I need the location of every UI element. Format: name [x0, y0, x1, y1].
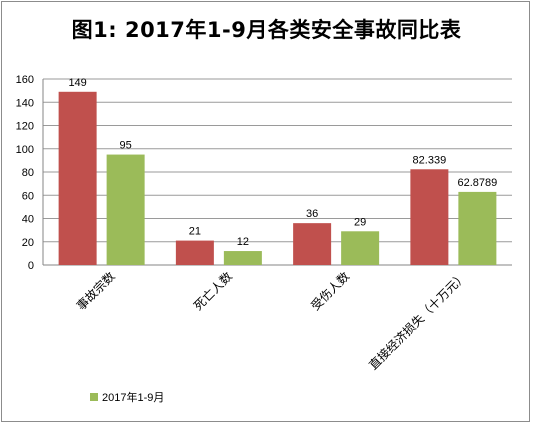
data-label: 12 [237, 236, 249, 248]
data-label: 62.8789 [457, 177, 497, 189]
bar-series-2-0 [106, 154, 145, 265]
data-label: 36 [306, 208, 318, 220]
y-tick-label: 160 [16, 74, 34, 86]
bar-series-1-3 [410, 169, 449, 265]
y-tick-label: 80 [22, 167, 34, 179]
y-tick-label: 100 [16, 144, 34, 156]
legend-label-series-2: 2017年1-9月 [102, 392, 165, 404]
data-label: 149 [68, 77, 86, 89]
y-tick-label: 20 [22, 237, 34, 249]
y-tick-label: 120 [16, 121, 34, 133]
legend-swatch-series-2 [90, 393, 98, 401]
bar-series-1-1 [175, 240, 214, 265]
data-label: 21 [189, 226, 201, 238]
y-tick-label: 40 [22, 214, 34, 226]
y-tick-label: 0 [28, 260, 34, 272]
y-tick-label: 60 [22, 190, 34, 202]
bar-series-2-2 [341, 231, 380, 265]
x-tick-label: 直接经济损失（十万元） [366, 269, 470, 373]
bar-series-2-1 [223, 251, 262, 265]
x-tick-label: 受伤人数 [308, 269, 353, 314]
bar-series-1-0 [58, 91, 97, 265]
data-label: 95 [120, 140, 132, 152]
bar-series-1-2 [293, 223, 332, 265]
y-tick-label: 140 [16, 97, 34, 109]
bar-series-2-3 [458, 191, 497, 265]
data-label: 29 [354, 216, 366, 228]
chart-title: 图1: 2017年1-9月各类安全事故同比表 [71, 18, 462, 42]
data-label: 82.339 [413, 154, 447, 166]
x-tick-label: 事故宗数 [73, 269, 118, 314]
x-tick-label: 死亡人数 [190, 269, 235, 314]
legend: 2017年1-9月 [90, 389, 164, 405]
